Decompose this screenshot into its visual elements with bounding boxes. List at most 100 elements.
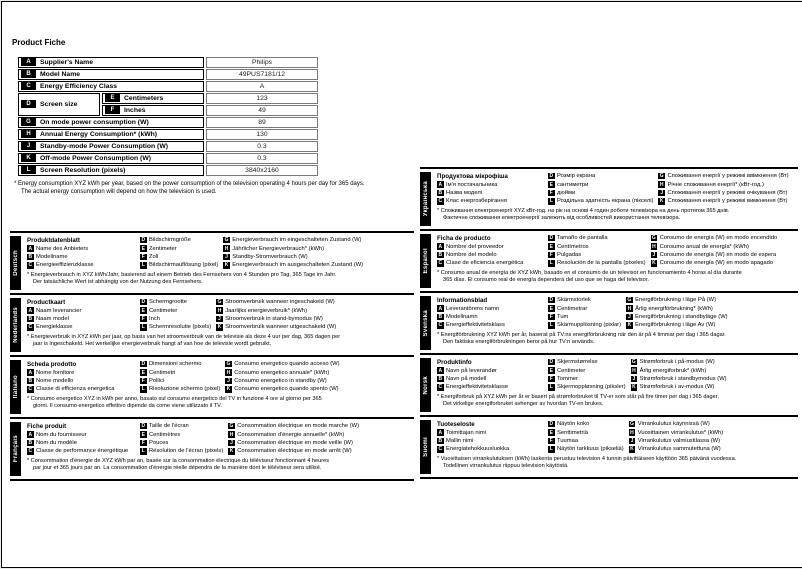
letter-badge-d: D: [140, 360, 147, 368]
spec-item-e: E Centimetrar: [548, 305, 621, 313]
spec-value-b: 49PUS7181/12: [206, 69, 318, 80]
section-footnote-line2: Фактичне споживання електроенергії залеж…: [443, 215, 681, 222]
spec-item-label: Toimittajan nimi: [446, 429, 486, 436]
language-tab: Українська: [420, 172, 431, 226]
spec-item-j: J Energiförbrukning i standbyläge (W): [626, 313, 796, 321]
spec-item-label: Tum: [557, 313, 569, 320]
spec-label-text: Standby-mode Power Consumption (W): [40, 143, 169, 150]
letter-badge-l: L: [548, 198, 555, 205]
letter-badge-j: J: [650, 251, 658, 259]
letter-badge-f: F: [140, 253, 147, 261]
spec-item-j: J Strømforbruk i standbymodus (W): [630, 375, 796, 383]
spec-item-label: Consumo energetico quando spento (W): [234, 386, 339, 393]
section-title: Produktdatenblatt: [27, 236, 80, 244]
letter-badge-g: G: [216, 298, 223, 306]
letter-badge-e: E: [548, 305, 555, 312]
spec-item-label: Consommation électrique en mode veille (…: [237, 439, 353, 446]
spec-item-label: Skjermoppløsning (piksler): [557, 384, 626, 391]
spec-label-h: H Annual Energy Consumption* (kWh): [18, 129, 204, 140]
product-table-row: F Inches 49: [18, 105, 318, 116]
spec-item-b: B Nome modello: [27, 377, 135, 385]
spec-item-label: Zentimeter: [149, 245, 177, 252]
language-tab: Suomi: [420, 420, 431, 474]
section-grid: Fiche produit A Nom du fournisseur B Nom du …: [27, 422, 412, 456]
letter-badge-f: F: [140, 439, 147, 447]
spec-item-label: Consumo de energía (W) en modo encendido: [659, 235, 778, 242]
spec-item-g: G Споживання енергії у режимі ввімкнення …: [658, 172, 796, 180]
energy-footnote-line2: The actual energy consumption will depen…: [21, 189, 217, 195]
spec-item-label: Inch: [149, 315, 160, 322]
section-footnote-line1: * Споживання електроенергії XYZ кВт-год.…: [437, 208, 730, 215]
section-footnote: * Energieverbrauch in XYZ kWh/Jahr, basi…: [27, 272, 412, 286]
letter-badge-j: J: [626, 313, 633, 321]
spec-item-l: L Résolution de l'écran (pixels): [140, 447, 223, 455]
spec-item-label: Energiförbrukning i standbyläge (W): [635, 313, 728, 320]
section-footnote-line2: giorni. Il consumo energetico effettivo …: [33, 403, 222, 410]
language-section-italiano: Italiano Scheda prodotto A Nome fornitore B N…: [10, 357, 414, 419]
product-table-row: K Off-mode Power Consumption (W) 0.3: [18, 153, 318, 164]
spec-item-label: Risoluzione schermo (pixel): [149, 386, 221, 393]
section-footnote: * Energieverbruik in XYZ kWh per jaar, o…: [27, 334, 412, 348]
letter-badge-b: B: [27, 439, 34, 447]
spec-item-label: Schermgrootte: [149, 299, 188, 306]
spec-item-k: K Energieverbrauch im ausgeschalteten Zus…: [223, 261, 412, 269]
letter-badge-j: J: [216, 315, 223, 323]
section-footnote: * Energiforbruk på XYZ kWh per år er bas…: [437, 394, 796, 408]
spec-item-k: K Consommation électrique en mode arrêt (…: [228, 447, 412, 455]
letter-badge-a: A: [437, 181, 444, 188]
language-tab-label: Norsk: [422, 375, 429, 395]
spec-item-label: Standby-Stromverbrauch (W): [232, 253, 308, 260]
letter-badge-a: A: [437, 367, 444, 374]
spec-item-b: B Назва моделі: [437, 189, 543, 197]
spec-item-label: Energieeffizienzklasse: [36, 262, 94, 269]
spec-item-label: Centimetrar: [557, 305, 588, 312]
spec-item-f: F Pulgadas: [548, 251, 646, 259]
letter-badge-b: B: [437, 375, 444, 383]
spec-item-label: Pollici: [149, 377, 165, 384]
product-table-row: L Screen Resolution (pixels) 3840x2160: [18, 165, 318, 176]
letter-badge-k: K: [223, 262, 230, 269]
letter-badge-g: G: [223, 236, 230, 244]
letter-badge-b: B: [437, 313, 444, 321]
letter-badge-l: L: [548, 260, 555, 267]
spec-item-label: Stroomverbruik wanneer uitgeschakeld (W): [225, 324, 337, 331]
section-title: Productkaart: [27, 298, 66, 306]
letter-badge-k: K: [650, 260, 658, 267]
spec-item-label: Centimeter: [149, 307, 178, 314]
section-footnote-line2: Der tatsächliche Wert ist abhängig von d…: [33, 279, 203, 286]
spec-item-label: Tamaño de pantalla: [557, 235, 608, 242]
spec-value-e: 123: [206, 93, 318, 104]
spec-item-e: E Centimetri: [140, 369, 220, 377]
spec-item-label: Consommation d'énergie annuelle* (kWh): [237, 431, 345, 438]
spec-item-e: E Centimeter: [548, 367, 626, 375]
spec-item-label: Consommation électrique en mode arrêt (W…: [237, 448, 352, 455]
spec-item-a: A Toimittajan nimi: [437, 429, 543, 437]
section-footnote-line2: 365 días. El consumo real de energía dep…: [443, 277, 649, 284]
spec-item-label: сантиметри: [557, 181, 589, 188]
letter-badge-f: F: [548, 437, 555, 445]
language-sections-left: Deutsch Produktdatenblatt A Name des Anbiet…: [10, 231, 414, 481]
letter-badge-f: F: [105, 106, 120, 114]
letter-badge-f: F: [548, 375, 555, 383]
spec-item-d: D Bildschirmgröße: [140, 236, 218, 244]
spec-item-label: Nom du modèle: [36, 439, 77, 446]
letter-badge-h: H: [650, 243, 658, 250]
spec-item-label: Річне споживання енергії* (кВт-год.): [667, 181, 764, 188]
letter-badge-g: G: [630, 358, 638, 366]
section-footnote-line1: * Consommation d'énergie de XYZ kWh par …: [27, 458, 330, 465]
spec-item-j: J Stroomverbruik in stand-bymodus (W): [216, 315, 412, 323]
spec-item-label: Résolution de l'écran (pixels): [149, 448, 224, 455]
letter-badge-k: K: [21, 154, 36, 162]
spec-label-a: A Supplier's Name: [18, 57, 204, 68]
letter-badge-d: D: [548, 420, 555, 428]
spec-item-l: L Schermresolutie (pixels): [140, 323, 211, 331]
letter-badge-j: J: [21, 142, 36, 150]
section-footnote: * Consommation d'énergie de XYZ kWh par …: [27, 458, 412, 472]
letter-badge-h: H: [216, 307, 223, 314]
spec-item-label: Näytön koko: [557, 421, 590, 428]
spec-item-j: J Споживання енергії у режимі очікування …: [658, 189, 796, 197]
spec-value-k: 0.3: [206, 153, 318, 164]
product-table-row: C Energy Efficiency Class A: [18, 81, 318, 92]
spec-item-h: H Consommation d'énergie annuelle* (kWh): [228, 431, 412, 439]
